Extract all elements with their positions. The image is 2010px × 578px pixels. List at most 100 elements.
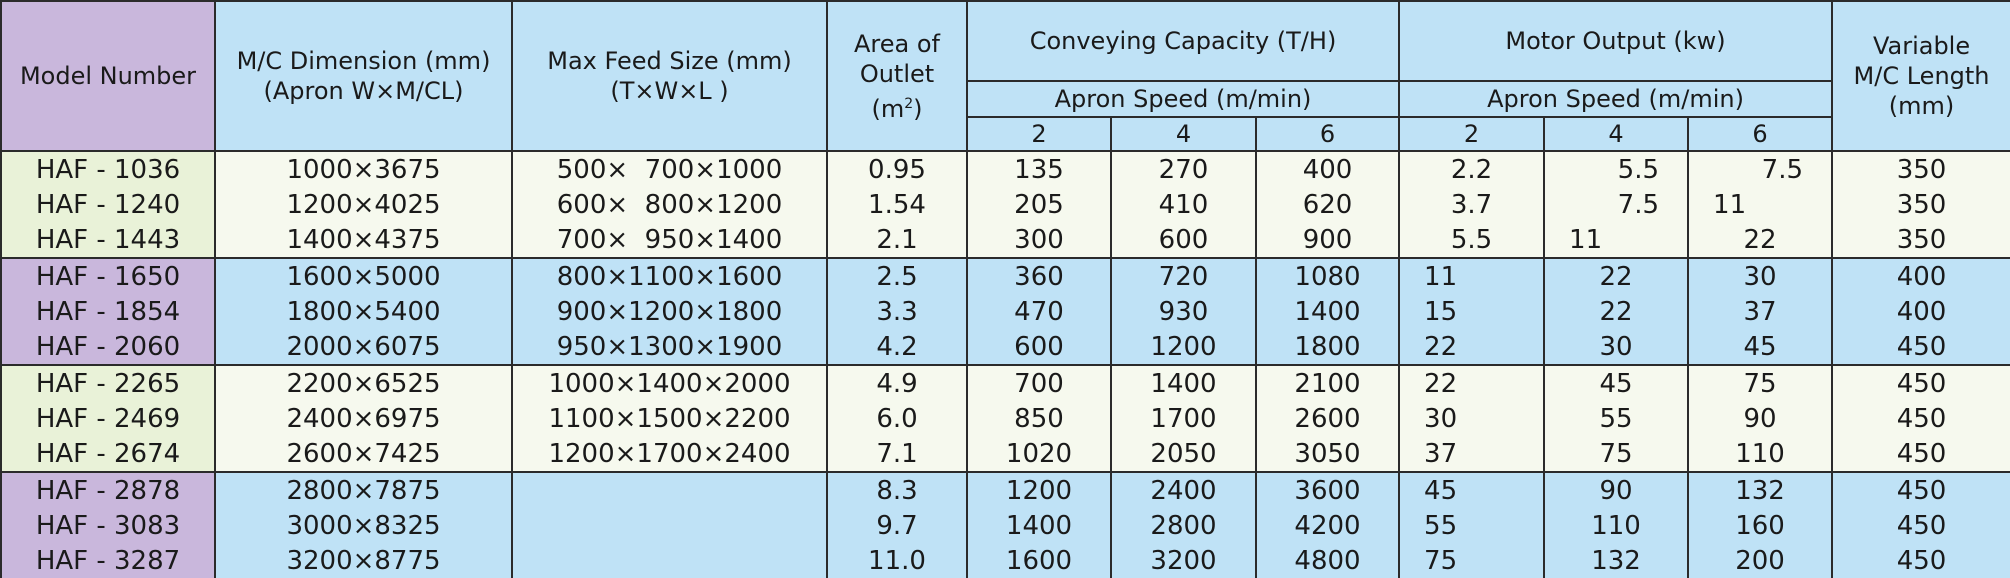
- motor-speed-6: 6: [1687, 116, 1834, 152]
- motor-cell: 45: [1543, 364, 1690, 401]
- capacity-cell: 4200: [1254, 508, 1401, 543]
- length-cell: 450: [1831, 471, 2010, 508]
- capacity-cell: 270: [1110, 150, 1257, 187]
- motor-cell: 11: [1687, 187, 1834, 222]
- capacity-cell: 1600: [966, 543, 1112, 578]
- table-row: HAF - 3083 3000×8325 9.7 1400 2800 4200 …: [0, 508, 2010, 543]
- model-cell: HAF - 2060: [0, 329, 216, 365]
- length-cell: 450: [1831, 329, 2010, 365]
- model-cell: HAF - 1036: [0, 150, 216, 187]
- model-cell: HAF - 1443: [0, 222, 216, 258]
- outlet-cell: 4.2: [826, 329, 968, 365]
- table-row: HAF - 1443 1400×4375 700× 950×1400 2.1 3…: [0, 222, 2010, 258]
- length-cell: 450: [1831, 436, 2010, 472]
- feed-size-cell: 900×1200×1800: [511, 294, 828, 329]
- capacity-apron-speed-header: Apron Speed (m/min): [965, 80, 1401, 118]
- table-row: HAF - 2469 2400×6975 1100×1500×2200 6.0 …: [0, 401, 2010, 436]
- outlet-cell: 3.3: [826, 294, 968, 329]
- motor-cell: 110: [1687, 436, 1834, 472]
- motor-cell: 90: [1543, 471, 1690, 508]
- motor-speed-4: 4: [1543, 116, 1690, 152]
- capacity-cell: 135: [966, 150, 1112, 187]
- capacity-cell: 600: [1110, 222, 1257, 258]
- motor-cell: 132: [1543, 543, 1690, 578]
- dimension-cell: 3200×8775: [214, 543, 513, 578]
- table-header: Model Number M/C Dimension (mm) (Apron W…: [0, 0, 2010, 152]
- outlet-cell: 9.7: [826, 508, 968, 543]
- motor-cell: 90: [1687, 401, 1834, 436]
- model-cell: HAF - 1240: [0, 187, 216, 222]
- capacity-cell: 2800: [1110, 508, 1257, 543]
- motor-cell: 30: [1543, 329, 1690, 365]
- outlet-header-line1: Area of: [854, 29, 940, 58]
- feed-size-cell: 1100×1500×2200: [511, 401, 828, 436]
- motor-header: Motor Output (kw): [1398, 0, 1834, 82]
- capacity-cell: 930: [1110, 294, 1257, 329]
- model-cell: HAF - 2674: [0, 436, 216, 472]
- motor-cell: 30: [1398, 401, 1546, 436]
- length-cell: 350: [1831, 187, 2010, 222]
- capacity-cell: 620: [1254, 187, 1401, 222]
- table-row: HAF - 2878 2800×7875 8.3 1200 2400 3600 …: [0, 471, 2010, 508]
- motor-cell: 22: [1543, 294, 1690, 329]
- table-row: HAF - 1650 1600×5000 800×1100×1600 2.5 3…: [0, 257, 2010, 294]
- motor-cell: 22: [1543, 257, 1690, 294]
- motor-cell: 45: [1687, 329, 1834, 365]
- feed-size-header-line1: Max Feed Size (mm): [547, 47, 792, 75]
- outlet-unit-close: ): [913, 94, 923, 123]
- model-cell: HAF - 3287: [0, 543, 216, 578]
- capacity-cell: 4800: [1254, 543, 1401, 578]
- motor-cell: 110: [1543, 508, 1690, 543]
- dimension-cell: 2200×6525: [214, 364, 513, 401]
- motor-cell: 7.5: [1543, 187, 1690, 222]
- length-cell: 350: [1831, 222, 2010, 258]
- length-cell: 350: [1831, 150, 2010, 187]
- motor-cell: 15: [1398, 294, 1546, 329]
- length-cell: 400: [1831, 294, 2010, 329]
- outlet-cell: 2.5: [826, 257, 968, 294]
- capacity-cell: 1400: [966, 508, 1112, 543]
- capacity-header: Conveying Capacity (T/H): [965, 0, 1401, 82]
- dimension-cell: 2800×7875: [214, 471, 513, 508]
- dimension-cell: 1600×5000: [214, 257, 513, 294]
- capacity-cell: 1700: [1110, 401, 1257, 436]
- table-row: HAF - 2265 2200×6525 1000×1400×2000 4.9 …: [0, 364, 2010, 401]
- capacity-cell: 1400: [1110, 364, 1257, 401]
- length-header-line2: M/C Length: [1853, 62, 1990, 90]
- model-cell: HAF - 1650: [0, 257, 216, 294]
- motor-apron-speed-header: Apron Speed (m/min): [1398, 80, 1834, 118]
- capacity-cell: 1020: [966, 436, 1112, 472]
- capacity-cell: 3200: [1110, 543, 1257, 578]
- capacity-cell: 850: [966, 401, 1112, 436]
- length-cell: 450: [1831, 364, 2010, 401]
- outlet-unit-text: (m: [871, 94, 905, 123]
- outlet-cell: 1.54: [826, 187, 968, 222]
- motor-cell: 75: [1543, 436, 1690, 472]
- capacity-cell: 3050: [1254, 436, 1401, 472]
- outlet-header-unit: (m2): [829, 89, 965, 124]
- motor-cell: 75: [1398, 543, 1546, 578]
- motor-cell: 3.7: [1398, 187, 1546, 222]
- model-number-header: Model Number: [0, 0, 216, 152]
- outlet-header-line2: Outlet: [859, 59, 935, 88]
- model-cell: HAF - 1854: [0, 294, 216, 329]
- dimension-cell: 1400×4375: [214, 222, 513, 258]
- motor-cell: 22: [1398, 364, 1546, 401]
- model-number-header-text: Model Number: [19, 62, 197, 90]
- capacity-cell: 600: [966, 329, 1112, 365]
- motor-cell: 30: [1687, 257, 1834, 294]
- capacity-cell: 1080: [1254, 257, 1401, 294]
- capacity-cell: 470: [966, 294, 1112, 329]
- dimension-cell: 1000×3675: [214, 150, 513, 187]
- length-header-line3: (mm): [1888, 92, 1955, 120]
- feed-size-cell: 800×1100×1600: [511, 257, 828, 294]
- table-row: HAF - 1854 1800×5400 900×1200×1800 3.3 4…: [0, 294, 2010, 329]
- capacity-speed-2: 2: [966, 116, 1112, 152]
- capacity-speed-4: 4: [1110, 116, 1257, 152]
- capacity-cell: 2400: [1110, 471, 1257, 508]
- dimension-cell: 2000×6075: [214, 329, 513, 365]
- length-header: Variable M/C Length (mm): [1831, 0, 2010, 152]
- table-row: HAF - 1240 1200×4025 600× 800×1200 1.54 …: [0, 187, 2010, 222]
- model-cell: HAF - 3083: [0, 508, 216, 543]
- table-row: HAF - 1036 1000×3675 500× 700×1000 0.95 …: [0, 150, 2010, 187]
